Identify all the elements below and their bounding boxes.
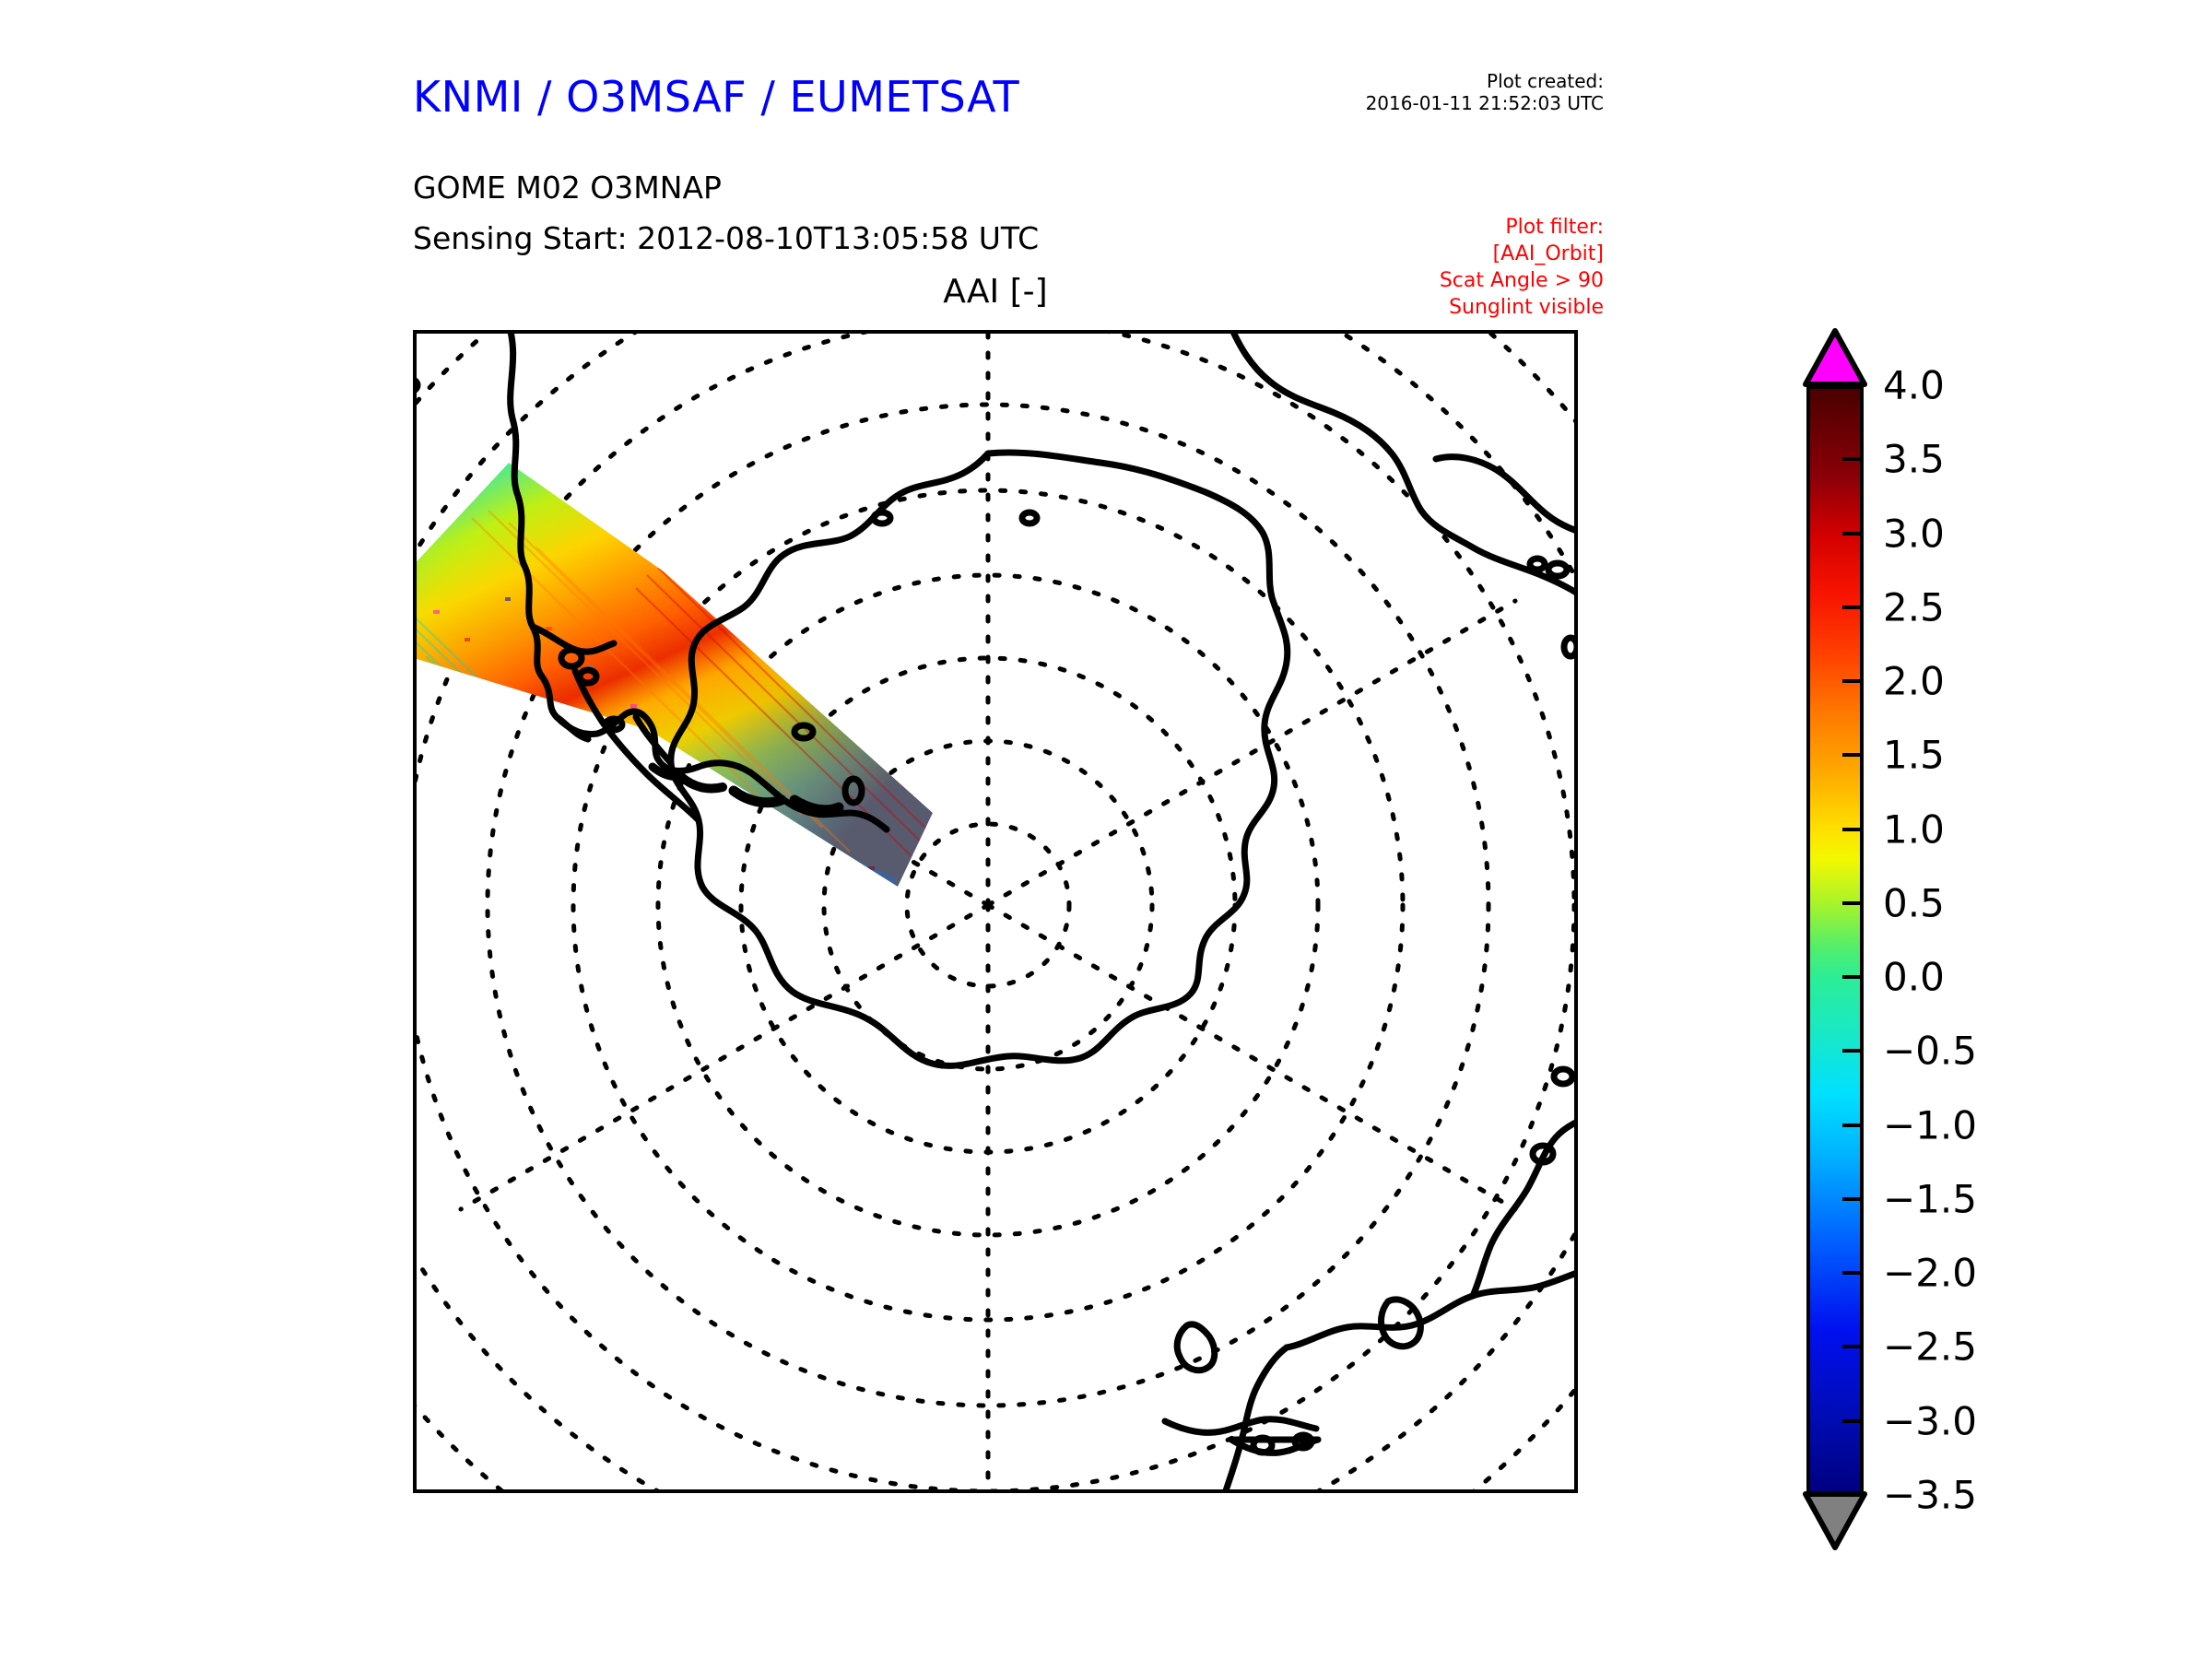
graticule-parallels [417, 334, 1574, 1489]
coastlines [417, 334, 1574, 1489]
colorbar-tick-label: 2.5 [1883, 584, 1945, 630]
colorbar-tick [1842, 679, 1863, 684]
map-plot-area[interactable] [413, 330, 1578, 1493]
colorbar-tick-label: −1.5 [1883, 1176, 1977, 1222]
colorbar-tick [1842, 1049, 1863, 1053]
product-label: GOME M02 O3MNAP [413, 170, 722, 206]
colorbar-tick-label: 3.0 [1883, 511, 1945, 557]
colorbar-tick-label: −1.0 [1883, 1102, 1977, 1148]
colorbar-tick [1842, 1123, 1863, 1127]
plot-filter-block: Plot filter: [AAI_Orbit] Scat Angle > 90… [1327, 214, 1604, 321]
colorbar-tick-label: −3.0 [1883, 1398, 1977, 1444]
colorbar-tick [1842, 1196, 1863, 1201]
colorbar[interactable]: 4.0 3.5 3.0 2.5 2.0 1.5 1.0 0.5 0.0 −0.5 −1.0 −1.5 −… [1802, 328, 2152, 1550]
colorbar-tick [1842, 531, 1863, 535]
colorbar-tick [1842, 457, 1863, 462]
plot-filter-line-4: Sunglint visible [1449, 296, 1604, 320]
colorbar-over-arrow [1803, 328, 1867, 387]
plot-filter-line-1: Plot filter: [1505, 216, 1604, 239]
plot-filter-line-3: Scat Angle > 90 [1439, 269, 1604, 293]
colorbar-tick [1842, 900, 1863, 905]
colorbar-tick [1842, 1493, 1863, 1497]
page-title: KNMI / O3MSAF / EUMETSAT [413, 72, 1020, 122]
colorbar-tick [1842, 975, 1863, 980]
colorbar-tick-label: 1.5 [1883, 732, 1945, 778]
colorbar-tick-label: −3.5 [1883, 1472, 1977, 1518]
plot-created-label: Plot created: [1487, 70, 1604, 92]
polar-map-svg [417, 334, 1574, 1489]
sensing-start-label: Sensing Start: 2012-08-10T13:05:58 UTC [413, 220, 1040, 256]
colorbar-tick-label: 2.0 [1883, 658, 1945, 704]
colorbar-tick-label: −2.0 [1883, 1250, 1977, 1296]
colorbar-tick-label: −2.5 [1883, 1324, 1977, 1370]
colorbar-tick-label: 0.5 [1883, 880, 1945, 926]
colorbar-under-arrow [1803, 1491, 1867, 1550]
colorbar-tick [1842, 605, 1863, 609]
colorbar-tick [1842, 1418, 1863, 1423]
colorbar-tick [1842, 383, 1863, 387]
graticule-meridians [458, 334, 1518, 1489]
colorbar-tick-label: 3.5 [1883, 436, 1945, 482]
colorbar-gradient [1806, 385, 1864, 1495]
colorbar-tick-label: 4.0 [1883, 362, 1945, 408]
colorbar-tick [1842, 827, 1863, 831]
plot-created-block: Plot created: 2016-01-11 21:52:03 UTC [1318, 70, 1604, 115]
colorbar-tick [1842, 1271, 1863, 1276]
colorbar-tick [1842, 753, 1863, 758]
colorbar-tick-label: 1.0 [1883, 806, 1945, 853]
plot-filter-line-2: [AAI_Orbit] [1492, 242, 1604, 266]
colorbar-tick-label: −0.5 [1883, 1028, 1977, 1074]
colorbar-tick [1842, 1345, 1863, 1349]
plot-created-value: 2016-01-11 21:52:03 UTC [1365, 92, 1604, 115]
axes-title: AAI [-] [943, 273, 1048, 311]
colorbar-tick-label: 0.0 [1883, 954, 1945, 1000]
